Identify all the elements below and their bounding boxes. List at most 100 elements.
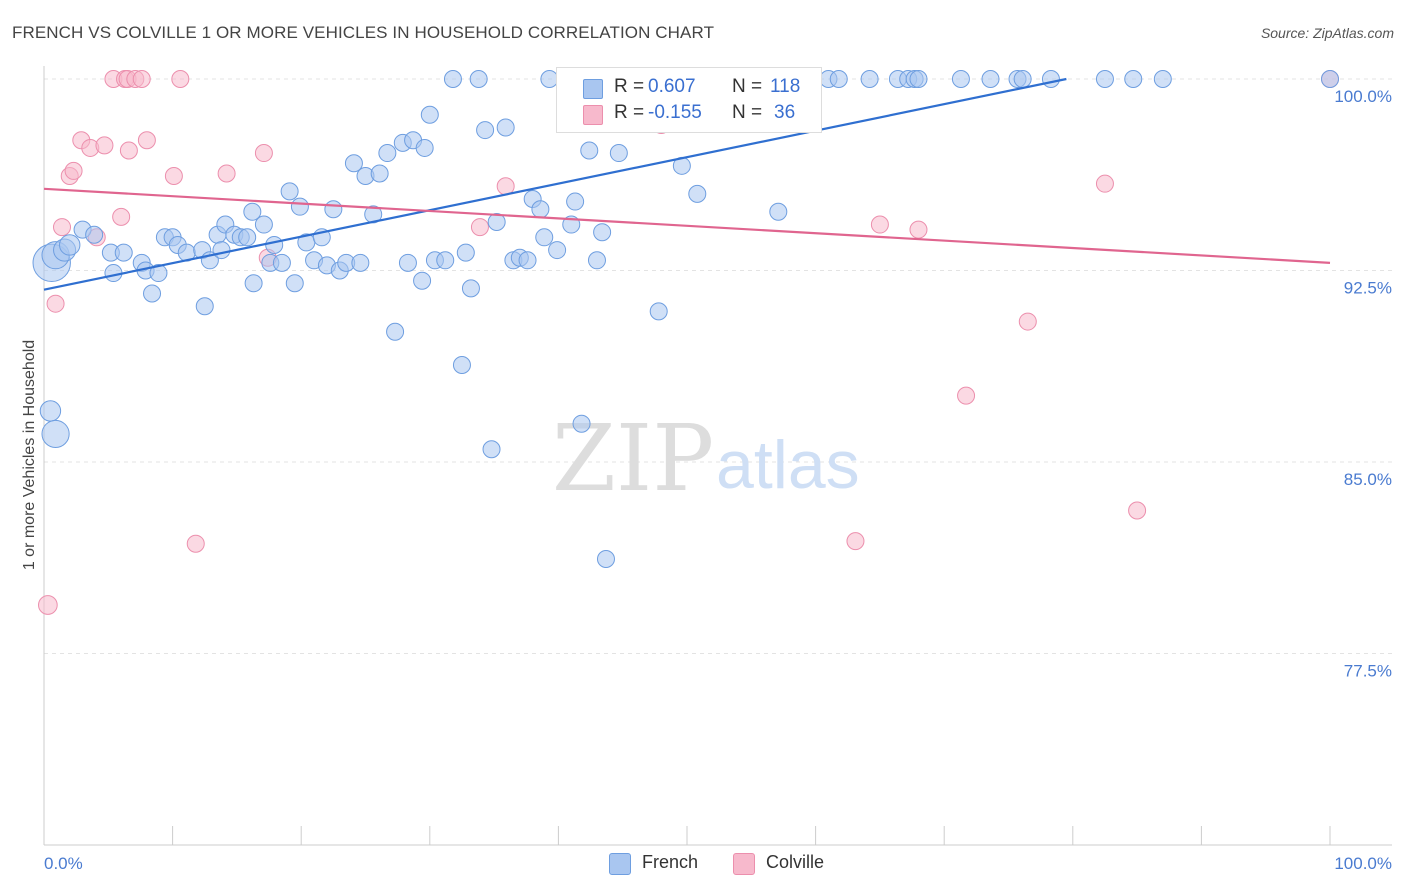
colville-point — [1018, 312, 1037, 331]
french-point — [244, 274, 263, 293]
french-point — [212, 241, 231, 260]
french-points — [32, 70, 1339, 569]
colville-point — [171, 70, 190, 88]
french-point — [351, 253, 370, 272]
y-tick-labels: 77.5% 85.0% 92.5% 100.0% — [1334, 87, 1392, 681]
french-point — [951, 70, 970, 88]
colville-legend-swatch — [733, 853, 755, 875]
colville-point — [53, 218, 72, 237]
chart-title: FRENCH VS COLVILLE 1 OR MORE VEHICLES IN… — [12, 23, 715, 42]
correlation-legend: R = 0.607 N = 118 R = -0.155 N = 36 — [556, 67, 822, 133]
colville-point — [186, 534, 205, 553]
french-point — [769, 202, 788, 221]
colville-point — [112, 207, 131, 226]
french-legend-label: French — [642, 852, 699, 872]
french-point — [452, 355, 471, 374]
french-point — [1153, 70, 1172, 88]
colville-point — [132, 70, 151, 88]
colville-r-label: R = — [614, 102, 645, 123]
y-axis-title: 1 or more Vehicles in Household — [21, 340, 38, 570]
colville-points — [38, 70, 1339, 615]
french-point — [1321, 70, 1339, 88]
colville-point — [957, 386, 976, 405]
colville-point — [164, 167, 183, 186]
french-point — [688, 184, 707, 203]
colville-swatch — [583, 105, 603, 125]
colville-point — [64, 161, 83, 180]
gridlines — [44, 78, 1392, 654]
axes — [43, 66, 1392, 846]
french-point — [324, 200, 343, 219]
french-point — [1013, 70, 1032, 88]
french-point — [415, 138, 434, 157]
french-point — [436, 251, 455, 270]
series-legend: French Colville — [0, 851, 1406, 877]
french-r-label: R = — [614, 76, 645, 97]
french-swatch — [583, 79, 603, 99]
french-point — [535, 228, 554, 247]
french-point — [272, 253, 291, 272]
colville-point — [137, 131, 156, 150]
watermark-atlas: atlas — [716, 427, 860, 503]
french-point — [487, 212, 506, 231]
french-point — [85, 225, 104, 244]
french-point — [596, 550, 615, 569]
french-point — [59, 234, 81, 256]
french-point — [344, 154, 363, 173]
french-point — [1095, 70, 1114, 88]
x-tick-labels: 0.0% 100.0% — [44, 854, 1392, 873]
french-r-value: 0.607 — [648, 76, 696, 97]
french-point — [41, 419, 70, 449]
french-point — [143, 284, 162, 303]
french-point — [265, 235, 284, 254]
trendlines — [43, 77, 1331, 291]
colville-point — [95, 136, 114, 155]
source-credit: Source: ZipAtlas.com — [1260, 25, 1394, 41]
french-n-label: N = — [732, 76, 763, 97]
y-tick-label: 85.0% — [1344, 470, 1392, 489]
french-point — [609, 144, 628, 163]
french-point — [420, 105, 439, 124]
colville-point — [217, 164, 236, 183]
french-point — [580, 141, 599, 160]
french-point — [39, 400, 62, 422]
french-point — [243, 202, 262, 221]
french-point — [370, 164, 389, 183]
y-tick-label: 100.0% — [1334, 87, 1392, 106]
french-point — [461, 279, 480, 298]
colville-point — [119, 141, 138, 160]
french-point — [386, 322, 405, 341]
french-point — [1124, 70, 1143, 88]
colville-point — [254, 144, 273, 163]
french-point — [482, 440, 501, 459]
x-tick-label: 100.0% — [1334, 854, 1392, 873]
french-point — [909, 70, 928, 88]
x-tick-label: 0.0% — [44, 854, 83, 873]
french-point — [114, 243, 133, 262]
french-point — [593, 223, 612, 242]
french-point — [518, 251, 537, 270]
colville-point — [870, 215, 889, 234]
french-point — [496, 118, 515, 137]
french-point — [476, 121, 495, 140]
french-n-value: 118 — [770, 76, 801, 97]
french-point — [149, 264, 168, 283]
french-trendline — [43, 77, 1067, 291]
colville-n-value: 36 — [774, 102, 796, 123]
french-point — [566, 192, 585, 211]
colville-point — [909, 220, 928, 239]
french-point — [829, 70, 848, 88]
colville-point — [1128, 501, 1147, 520]
french-point — [443, 70, 462, 88]
colville-point — [846, 532, 865, 551]
french-point — [254, 215, 273, 234]
french-point — [413, 271, 432, 290]
colville-n-label: N = — [732, 102, 763, 123]
french-point — [548, 241, 567, 260]
colville-point — [38, 595, 58, 615]
french-point — [285, 274, 304, 293]
french-point — [981, 70, 1000, 88]
french-point — [238, 228, 257, 247]
french-point — [469, 70, 488, 88]
